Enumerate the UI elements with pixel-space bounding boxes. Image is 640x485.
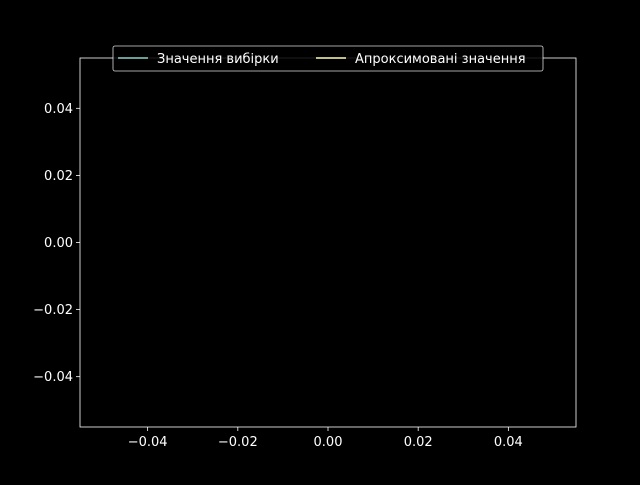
legend-label-sample: Значення вибірки bbox=[157, 52, 279, 67]
y-axis: −0.04 −0.02 0.00 0.02 0.04 bbox=[33, 102, 80, 385]
x-tick-label: 0.02 bbox=[404, 435, 433, 450]
y-tick-label: −0.04 bbox=[33, 370, 73, 385]
x-tick-label: 0.00 bbox=[314, 435, 343, 450]
legend: Значення вибірки Апроксимовані значення bbox=[112, 45, 544, 72]
x-tick-label: −0.02 bbox=[218, 435, 258, 450]
legend-label-approx: Апроксимовані значення bbox=[355, 52, 526, 67]
x-tick-label: 0.04 bbox=[494, 435, 523, 450]
y-tick-label: 0.04 bbox=[44, 102, 73, 117]
x-axis: −0.04 −0.02 0.00 0.02 0.04 bbox=[128, 427, 523, 450]
y-tick-label: −0.02 bbox=[33, 303, 73, 318]
x-tick-label: −0.04 bbox=[128, 435, 168, 450]
y-tick-label: 0.02 bbox=[44, 169, 73, 184]
y-tick-label: 0.00 bbox=[44, 236, 73, 251]
